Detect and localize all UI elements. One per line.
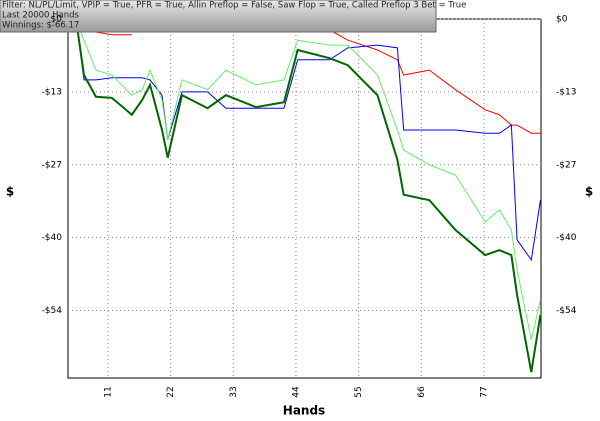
x-tick-label: 77 [480,386,490,397]
series-line [75,19,541,262]
x-tick-label: 22 [166,386,176,397]
y-axis-label-right: $ [585,185,593,199]
hands-text: Last 20000 Hands [2,11,80,21]
y-tick-label: -$13 [42,87,62,97]
x-tick-label: 11 [103,386,113,397]
x-tick-label: 33 [229,386,239,397]
y-tick-label-right: -$54 [556,306,577,316]
y-tick-label-right: $0 [556,15,568,25]
series-line [74,19,541,373]
y-tick-label-right: -$40 [556,233,577,243]
x-tick-label: 44 [291,386,301,398]
y-tick-label: -$40 [42,233,63,243]
x-tick-label: 66 [417,386,427,398]
winnings-text: Winnings: $-66.17 [2,21,79,31]
series-line [75,19,541,341]
y-tick-label: $0 [51,15,63,25]
x-tick-label: 55 [354,386,364,397]
y-axis-label: $ [6,185,14,199]
y-tick-label: -$54 [42,306,63,316]
y-tick-label: -$27 [42,160,62,170]
filter-box [0,0,437,33]
x-axis-label: Hands [283,404,325,418]
y-tick-label-right: -$13 [556,87,576,97]
filter-text: Filter: NL/PL/Limit, VPIP = True, PFR = … [2,1,466,11]
y-tick-label-right: -$27 [556,160,576,170]
